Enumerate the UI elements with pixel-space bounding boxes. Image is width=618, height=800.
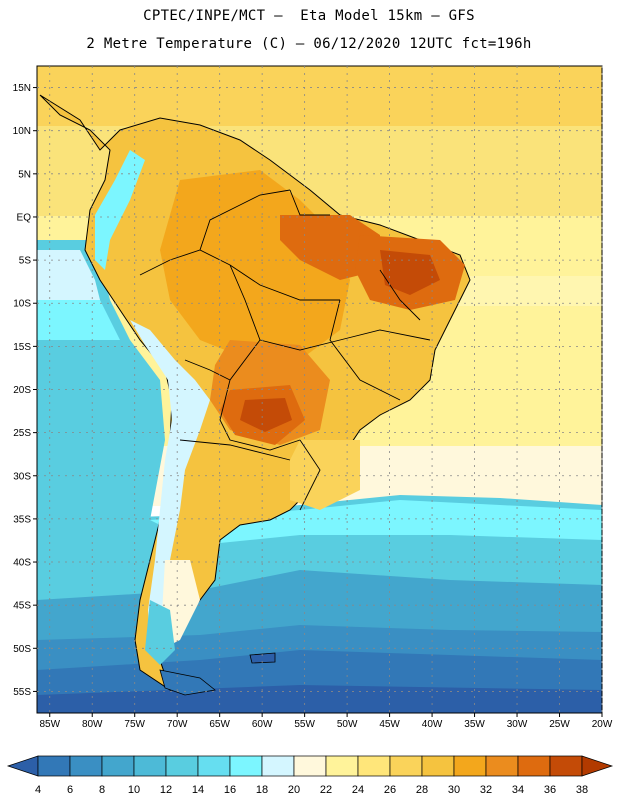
colorbar-swatch — [389, 755, 423, 777]
colorbar-swatch — [517, 755, 551, 777]
colorbar-label: 36 — [544, 784, 556, 796]
colorbar-swatch — [325, 755, 359, 777]
longitude-label: 45W — [379, 719, 400, 730]
longitude-label: 35W — [464, 719, 485, 730]
colorbar-swatch — [229, 755, 263, 777]
colorbar-swatch — [69, 755, 103, 777]
latitude-label: 15N — [13, 83, 31, 94]
colorbar-label: 18 — [256, 784, 268, 796]
colorbar-swatch — [261, 755, 295, 777]
latitude-labels: 15N 10N 5N EQ 5S 10S 15S 20S 25S 30S 35S 40S 45S 50S 5… — [13, 83, 37, 698]
latitude-label: 40S — [13, 558, 31, 569]
latitude-label: 5N — [18, 169, 31, 180]
graticule — [37, 66, 603, 713]
longitude-label: 50W — [337, 719, 358, 730]
colorbar-label: 20 — [288, 784, 300, 796]
colorbar-swatch — [293, 755, 327, 777]
latitude-label: 5S — [19, 256, 32, 267]
colorbar-label: 38 — [576, 784, 588, 796]
colorbar-label: 10 — [128, 784, 140, 796]
colorbar-upper-arrow — [581, 755, 614, 777]
latitude-label: 50S — [13, 644, 31, 655]
colorbar-swatch — [37, 755, 71, 777]
latitude-label: 45S — [13, 601, 31, 612]
latitude-label: 30S — [13, 471, 31, 482]
longitude-label: 20W — [592, 719, 613, 730]
colorbar-swatch — [357, 755, 391, 777]
longitude-label: 40W — [422, 719, 443, 730]
colorbar-swatch — [133, 755, 167, 777]
longitude-labels: 85W 80W 75W 70W 65W 60W 55W 50W 45W 40W 35W 30W 25W 2… — [39, 713, 613, 730]
colorbar-swatch — [165, 755, 199, 777]
colorbar-label: 14 — [192, 784, 204, 796]
longitude-label: 25W — [549, 719, 570, 730]
temperature-colorbar: 4 6 8 10 12 14 16 18 20 22 24 26 28 30 32 34 36 38 — [6, 755, 614, 796]
colorbar-lower-arrow — [6, 755, 39, 777]
colorbar-swatch — [101, 755, 135, 777]
colorbar-label: 8 — [99, 784, 105, 796]
latitude-label: 20S — [13, 385, 31, 396]
latitude-label: 35S — [13, 514, 31, 525]
colorbar-label: 32 — [480, 784, 492, 796]
map-title-line-1: CPTEC/INPE/MCT — Eta Model 15km — GFS — [143, 8, 475, 24]
latitude-label: 10N — [13, 126, 31, 137]
colorbar-swatch — [485, 755, 519, 777]
latitude-label: 10S — [13, 299, 31, 310]
longitude-label: 65W — [209, 719, 230, 730]
colorbar-label: 4 — [35, 784, 41, 796]
longitude-label: 70W — [167, 719, 188, 730]
longitude-label: 60W — [252, 719, 273, 730]
latitude-label: EQ — [17, 212, 32, 223]
longitude-label: 30W — [507, 719, 528, 730]
longitude-label: 55W — [294, 719, 315, 730]
colorbar-label: 6 — [67, 784, 73, 796]
colorbar-label: 12 — [160, 784, 172, 796]
colorbar-label: 24 — [352, 784, 364, 796]
colorbar-label: 26 — [384, 784, 396, 796]
latitude-label: 25S — [13, 428, 31, 439]
colorbar-swatch — [453, 755, 487, 777]
colorbar-label: 34 — [512, 784, 524, 796]
colorbar-label: 16 — [224, 784, 236, 796]
colorbar-swatch — [421, 755, 455, 777]
longitude-label: 85W — [39, 719, 60, 730]
map-field — [37, 66, 602, 713]
colorbar-label: 22 — [320, 784, 332, 796]
colorbar-swatch — [549, 755, 583, 777]
longitude-label: 80W — [82, 719, 103, 730]
colorbar-label: 28 — [416, 784, 428, 796]
colorbar-label: 30 — [448, 784, 460, 796]
colorbar-swatch — [197, 755, 231, 777]
latitude-label: 55S — [13, 687, 31, 698]
map-title-line-2: 2 Metre Temperature (C) — 06/12/2020 12U… — [86, 36, 532, 52]
latitude-label: 15S — [13, 342, 31, 353]
longitude-label: 75W — [124, 719, 145, 730]
